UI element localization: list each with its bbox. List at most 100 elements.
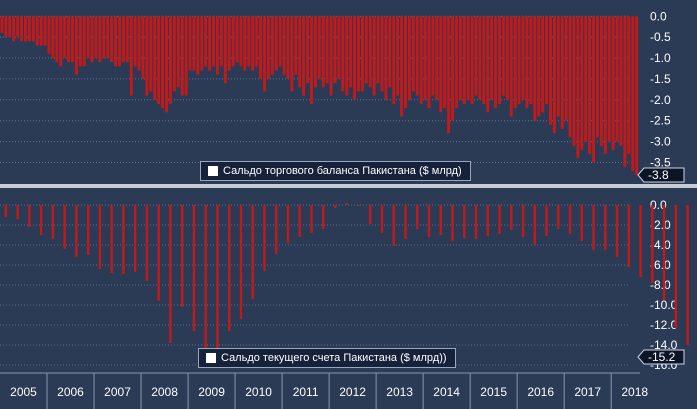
current-account-bar (627, 205, 631, 267)
trade-bar (596, 16, 599, 138)
trade-bar (286, 16, 290, 79)
trade-bar (118, 16, 121, 67)
x-tick-label: 2007 (104, 385, 131, 399)
trade-bar (145, 16, 149, 96)
trade-tick-label: -3.0 (650, 135, 671, 149)
trade-bar (329, 16, 333, 96)
trade-bar (447, 16, 451, 134)
trade-bar (121, 16, 125, 63)
x-tick-label: 2018 (621, 385, 648, 399)
trade-bar (380, 16, 384, 92)
trade-bar (266, 16, 270, 79)
current-account-bar (310, 205, 313, 233)
trade-bar (364, 16, 368, 84)
current-account-bar (322, 205, 325, 229)
trade-bar (310, 16, 313, 104)
trade-bar (627, 16, 631, 155)
trade-balance-legend: Сальдо торгового баланса Пакистана ($ мл… (200, 161, 471, 181)
trade-bar (20, 16, 24, 42)
trade-bar (552, 16, 556, 134)
trade-bar (337, 16, 341, 79)
x-tick-label: 2008 (151, 385, 178, 399)
trade-bar (231, 16, 235, 67)
current-account-tick-label: -2.0 (650, 218, 671, 232)
trade-bar (321, 16, 325, 88)
trade-bar (572, 16, 576, 146)
current-account-tick-label: 0.0 (650, 198, 667, 212)
trade-bar (623, 16, 627, 167)
current-account-tick-label: -12.0 (650, 318, 678, 332)
trade-bar (180, 16, 184, 96)
current-account-bar (533, 205, 536, 245)
trade-bar (537, 16, 541, 117)
current-account-bar (16, 205, 19, 219)
trade-bar (262, 16, 266, 92)
current-account-bar (63, 205, 66, 249)
current-account-bar (392, 205, 395, 246)
trade-bar (290, 16, 294, 92)
current-account-bar (345, 203, 348, 205)
trade-bar (274, 16, 278, 71)
current-account-bar (357, 205, 360, 206)
trade-bar (27, 16, 31, 42)
current-account-bar (580, 205, 584, 241)
trade-bar (200, 16, 204, 71)
trade-bar (23, 16, 27, 42)
current-account-bar (416, 205, 419, 229)
current-account-bar (145, 205, 149, 281)
trade-bar (67, 16, 71, 63)
trade-bar (184, 16, 188, 96)
current-account-bar (28, 205, 31, 227)
trade-bar (501, 16, 505, 96)
trade-bar (204, 16, 208, 67)
trade-bar (251, 16, 255, 71)
trade-bar (31, 16, 35, 42)
trade-bar (141, 16, 145, 79)
trade-last-value-box (637, 167, 685, 183)
trade-bar (16, 16, 20, 38)
current-account-bar (251, 205, 254, 299)
trade-bar (368, 16, 372, 88)
trade-bar (392, 16, 396, 104)
trade-tick-label: -1.0 (650, 51, 671, 65)
trade-bar (372, 16, 376, 96)
trade-bar (313, 16, 317, 88)
current-account-last-value-text: -15.2 (648, 350, 676, 364)
trade-bar (82, 16, 86, 67)
trade-bar (86, 16, 90, 59)
trade-bar (317, 16, 321, 79)
trade-bar (90, 16, 94, 63)
x-tick-label: 2017 (574, 385, 601, 399)
current-account-bar (39, 205, 43, 235)
trade-bar (443, 16, 447, 109)
trade-bar (611, 16, 615, 150)
current-account-bar (380, 205, 384, 233)
x-tick-label: 2014 (433, 385, 460, 399)
trade-bar (8, 16, 12, 38)
trade-bar (114, 16, 118, 67)
trade-bar (51, 16, 55, 59)
trade-bar (157, 16, 161, 104)
trade-bar (176, 16, 180, 88)
trade-bar (517, 16, 521, 104)
trade-bar (576, 16, 580, 159)
legend-swatch (208, 166, 218, 176)
trade-tick-label: -2.0 (650, 93, 671, 107)
trade-bar (482, 16, 486, 104)
trade-bar (404, 16, 407, 109)
trade-bar (435, 16, 439, 100)
trade-bar (431, 16, 435, 96)
current-account-bar (474, 205, 478, 239)
trade-bar (462, 16, 466, 104)
trade-bar (466, 16, 470, 100)
trade-tick-label: -0.5 (650, 30, 671, 44)
current-account-bar (4, 205, 8, 217)
current-account-bar (192, 205, 196, 331)
trade-bar (545, 16, 549, 104)
trade-bar (454, 16, 458, 109)
current-account-bar (498, 205, 501, 234)
current-account-bar (404, 205, 407, 239)
x-tick-label: 2005 (10, 385, 37, 399)
x-tick-label: 2009 (198, 385, 225, 399)
trade-bar (439, 16, 443, 113)
